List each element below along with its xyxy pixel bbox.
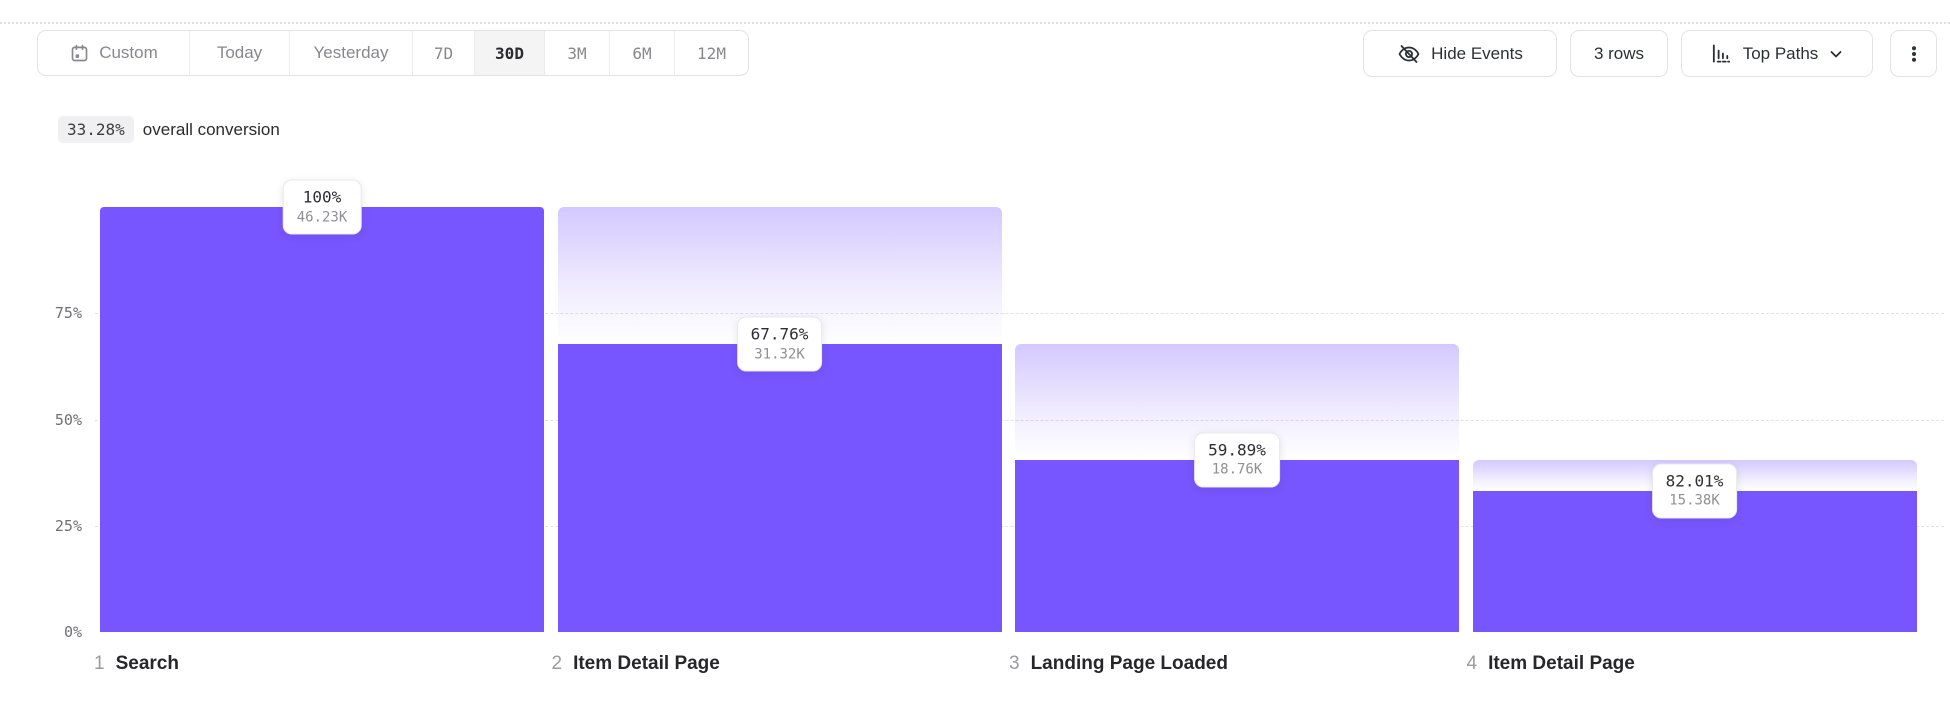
date-range-label: Yesterday <box>313 43 389 62</box>
conversion-percent: 59.89% <box>1208 440 1266 460</box>
y-axis-tick-50: 50% <box>54 410 82 429</box>
date-range-option-3m[interactable]: 3M <box>545 31 610 75</box>
bar-chart-icon <box>1710 42 1733 65</box>
step-name: Search <box>115 653 179 674</box>
step-label-3: 3 Landing Page Loaded <box>1009 653 1228 675</box>
value-tooltip-step-1: 100% 46.23K <box>282 179 362 235</box>
date-range-option-today[interactable]: Today <box>190 31 290 75</box>
step-number: 3 <box>1009 653 1020 674</box>
overall-conversion-text: overall conversion <box>142 119 280 139</box>
date-range-label: 6M <box>632 43 652 63</box>
funnel-bar-step-1[interactable] <box>100 207 544 632</box>
date-range-selector: Custom Today Yesterday 7D 30D 3M 6M 12M <box>37 30 749 76</box>
overall-conversion-value: 33.28% <box>58 116 134 143</box>
top-divider <box>0 22 1950 24</box>
kebab-menu-icon <box>1904 44 1924 64</box>
step-number: 4 <box>1466 653 1478 674</box>
y-axis-tick-75: 75% <box>54 304 82 323</box>
y-axis-tick-0: 0% <box>63 623 82 641</box>
top-paths-label: Top Paths <box>1742 43 1819 63</box>
step-label-1: 1 Search <box>94 653 179 675</box>
chevron-down-icon <box>1828 46 1844 62</box>
value-tooltip-step-2: 67.76% 31.32K <box>736 316 823 372</box>
gridline-75 <box>95 313 1944 315</box>
conversion-count: 46.23K <box>296 209 348 226</box>
date-range-label: 30D <box>495 43 524 63</box>
funnel-bar-step-3[interactable] <box>1015 459 1459 632</box>
step-label-2: 2 Item Detail Page <box>552 653 720 675</box>
hide-events-label: Hide Events <box>1431 43 1523 63</box>
step-number: 2 <box>551 653 563 674</box>
date-range-option-12m[interactable]: 12M <box>675 31 748 75</box>
calendar-icon <box>69 43 90 64</box>
date-range-label: Today <box>216 43 263 62</box>
overall-conversion-summary: 33.28% overall conversion <box>58 116 280 143</box>
date-range-option-yesterday[interactable]: Yesterday <box>290 31 413 75</box>
date-range-label: 3M <box>567 43 587 63</box>
eye-off-icon <box>1397 42 1421 66</box>
conversion-count: 18.76K <box>1211 461 1263 478</box>
conversion-percent: 82.01% <box>1665 471 1724 491</box>
date-range-option-7d[interactable]: 7D <box>413 31 475 75</box>
conversion-count: 31.32K <box>754 346 805 363</box>
conversion-count: 15.38K <box>1669 492 1720 509</box>
date-range-label: 12M <box>697 43 726 63</box>
date-range-label: Custom <box>99 43 158 62</box>
date-range-option-custom[interactable]: Custom <box>38 31 190 75</box>
date-range-option-6m[interactable]: 6M <box>610 31 675 75</box>
step-number: 1 <box>94 653 105 674</box>
y-axis-tick-25: 25% <box>54 516 82 535</box>
date-range-label: 7D <box>433 43 454 63</box>
rows-label: 3 rows <box>1593 43 1645 63</box>
value-tooltip-step-4: 82.01% 15.38K <box>1651 463 1738 519</box>
date-range-option-30d[interactable]: 30D <box>475 31 545 75</box>
top-paths-button[interactable]: Top Paths <box>1681 30 1873 77</box>
step-name: Landing Page Loaded <box>1030 653 1228 674</box>
more-options-button[interactable] <box>1890 30 1937 77</box>
conversion-percent: 67.76% <box>750 324 809 344</box>
funnel-bar-step-2[interactable] <box>557 344 1002 632</box>
conversion-percent: 100% <box>302 187 342 207</box>
gridline-50 <box>95 419 1944 421</box>
step-name: Item Detail Page <box>573 653 720 674</box>
step-label-4: 4 Item Detail Page <box>1467 653 1635 675</box>
step-name: Item Detail Page <box>1488 653 1635 674</box>
value-tooltip-step-3: 59.89% 18.76K <box>1194 432 1280 488</box>
rows-button[interactable]: 3 rows <box>1570 30 1668 77</box>
hide-events-button[interactable]: Hide Events <box>1363 30 1557 77</box>
